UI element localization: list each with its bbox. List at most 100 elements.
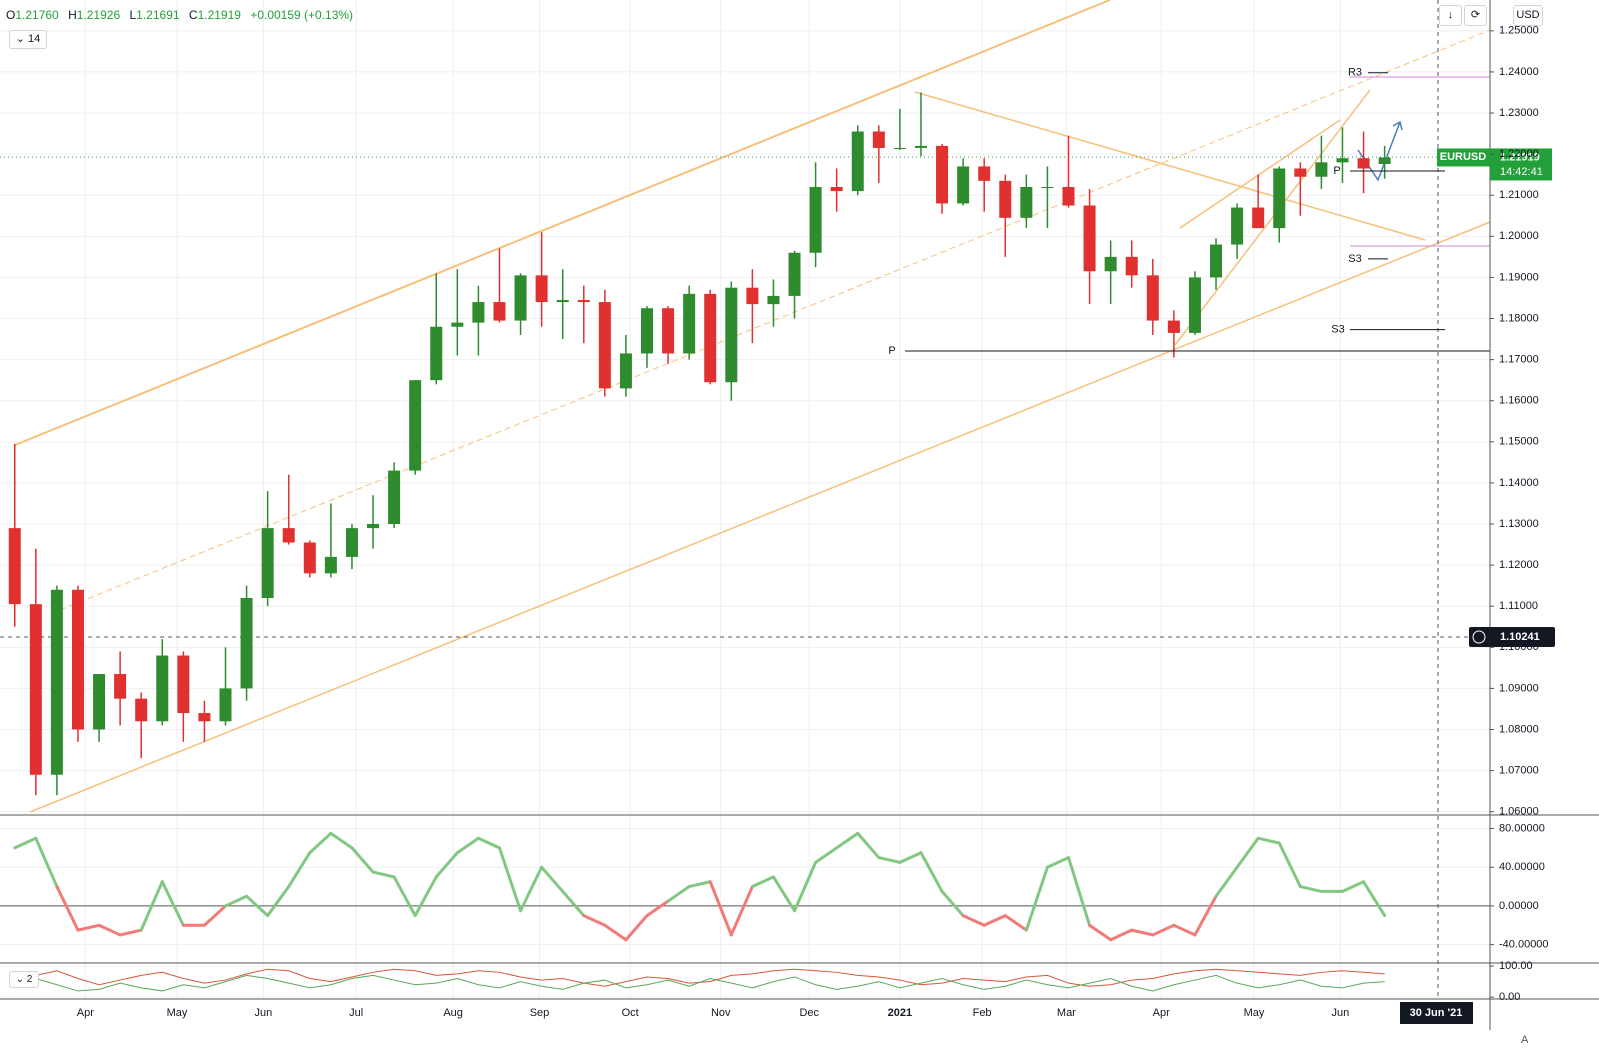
momentum-segment — [666, 885, 691, 903]
pane-toggle[interactable]: ⌄ 2 — [9, 971, 39, 988]
candle-body — [1146, 275, 1159, 321]
momentum-segment — [645, 899, 670, 918]
momentum-segment — [687, 880, 712, 889]
momentum-segment — [750, 875, 775, 889]
countdown: 14:42:41 — [1500, 166, 1543, 178]
momentum-segment — [1340, 880, 1366, 893]
candle-body — [240, 597, 253, 689]
candle-body — [830, 187, 843, 192]
momentum-segment — [1024, 865, 1049, 932]
symbol-label-box — [1437, 148, 1490, 167]
candle-body — [219, 688, 232, 722]
y-tick-label: 1.09000 — [1499, 682, 1539, 694]
y-tick-label: 1.12000 — [1499, 559, 1539, 571]
momentum-segment — [540, 865, 565, 893]
symbol-label: EURUSD — [1440, 151, 1487, 163]
reset-button[interactable]: ⟳ — [1464, 5, 1487, 26]
momentum-segment — [898, 851, 923, 864]
candle-body — [177, 655, 190, 714]
candle-body — [1357, 158, 1370, 169]
momentum-segment — [455, 836, 480, 855]
candle-body — [261, 528, 274, 598]
momentum-segment — [708, 880, 733, 937]
pivot-label: R3 — [1348, 67, 1362, 79]
momentum-segment — [1151, 923, 1176, 937]
trend-line — [59, 29, 1491, 611]
momentum-segment — [1235, 836, 1260, 869]
trend-line — [14, 0, 1111, 446]
candle-body — [556, 300, 569, 303]
momentum-segment — [97, 923, 122, 937]
y-tick-label: 1.25000 — [1499, 25, 1539, 37]
candle-body — [135, 698, 148, 722]
momentum-segment — [835, 831, 860, 850]
scroll-button[interactable]: ↓ — [1439, 5, 1462, 26]
momentum-segment — [245, 894, 270, 918]
y-tick-label: 1.10000 — [1499, 641, 1539, 653]
trend-line — [29, 221, 1491, 813]
auto-scale[interactable]: A — [1521, 1034, 1528, 1046]
candle-body — [1104, 256, 1117, 272]
momentum-segment — [1172, 923, 1197, 937]
crosshair-price: 1.10241 — [1500, 631, 1540, 643]
y-tick-label: 40.00000 — [1499, 861, 1545, 873]
momentum-segment — [1277, 841, 1302, 889]
candle-body — [577, 300, 590, 303]
ohlc-value: 1.21691 — [136, 8, 180, 22]
candle-body — [725, 287, 738, 383]
x-tick-label: Dec — [799, 1007, 819, 1019]
pivot-label: S3 — [1331, 324, 1344, 336]
ohlc-value: 1.21926 — [76, 8, 121, 22]
momentum-segment — [329, 831, 354, 850]
candle-body — [282, 528, 295, 543]
momentum-segment — [224, 894, 249, 908]
x-tick-label: Nov — [711, 1007, 731, 1019]
y-tick-label: 1.15000 — [1499, 436, 1539, 448]
candle-body — [1167, 320, 1180, 333]
momentum-segment — [392, 875, 417, 918]
x-tick-label: Apr — [1153, 1007, 1170, 1019]
momentum-segment — [1045, 856, 1071, 869]
y-tick-label: 1.06000 — [1499, 806, 1539, 818]
x-tick-label: Sep — [530, 1007, 550, 1019]
candle-body — [704, 293, 717, 383]
candle-body — [851, 131, 864, 192]
y-tick-label: 1.18000 — [1499, 312, 1539, 324]
auto-label: A — [1521, 1034, 1529, 1046]
change: +0.00159 (+0.13%) — [250, 8, 354, 22]
candle-body — [303, 542, 316, 574]
candle-body — [662, 308, 675, 354]
momentum-segment — [1130, 928, 1155, 937]
candle-body — [430, 326, 443, 381]
momentum-segment — [771, 875, 797, 913]
momentum-segment — [308, 831, 333, 855]
ohlc-value: 1.21760 — [15, 8, 59, 22]
crosshair-date: 30 Jun '21 — [1410, 1007, 1463, 1019]
candle-body — [893, 147, 906, 149]
last-price-box — [1490, 148, 1552, 181]
trend-line — [1179, 119, 1341, 229]
interval-toggle[interactable]: ⌄ 14 — [9, 30, 47, 49]
candle-body — [535, 275, 548, 303]
ohlc-label: O — [6, 8, 16, 22]
momentum-segment — [729, 885, 754, 937]
grid — [0, 0, 1490, 999]
momentum-segment — [940, 889, 965, 918]
momentum-segment — [793, 860, 818, 913]
y-tick-label: 1.17000 — [1499, 354, 1539, 366]
candle-body — [29, 604, 42, 775]
trend-line — [914, 91, 1426, 241]
candle-body — [641, 308, 654, 354]
x-tick-label: Feb — [973, 1007, 992, 1019]
candle-body — [1315, 162, 1328, 177]
candle-body — [1062, 187, 1075, 206]
currency-button[interactable]: USD — [1513, 5, 1543, 26]
candle-body — [388, 470, 401, 525]
momentum-segment — [371, 870, 396, 879]
x-tick-label: Jul — [349, 1007, 363, 1019]
momentum-segment — [118, 928, 143, 937]
candle-body — [1294, 168, 1307, 177]
trend-line — [1174, 89, 1371, 346]
candle-body — [156, 655, 169, 722]
